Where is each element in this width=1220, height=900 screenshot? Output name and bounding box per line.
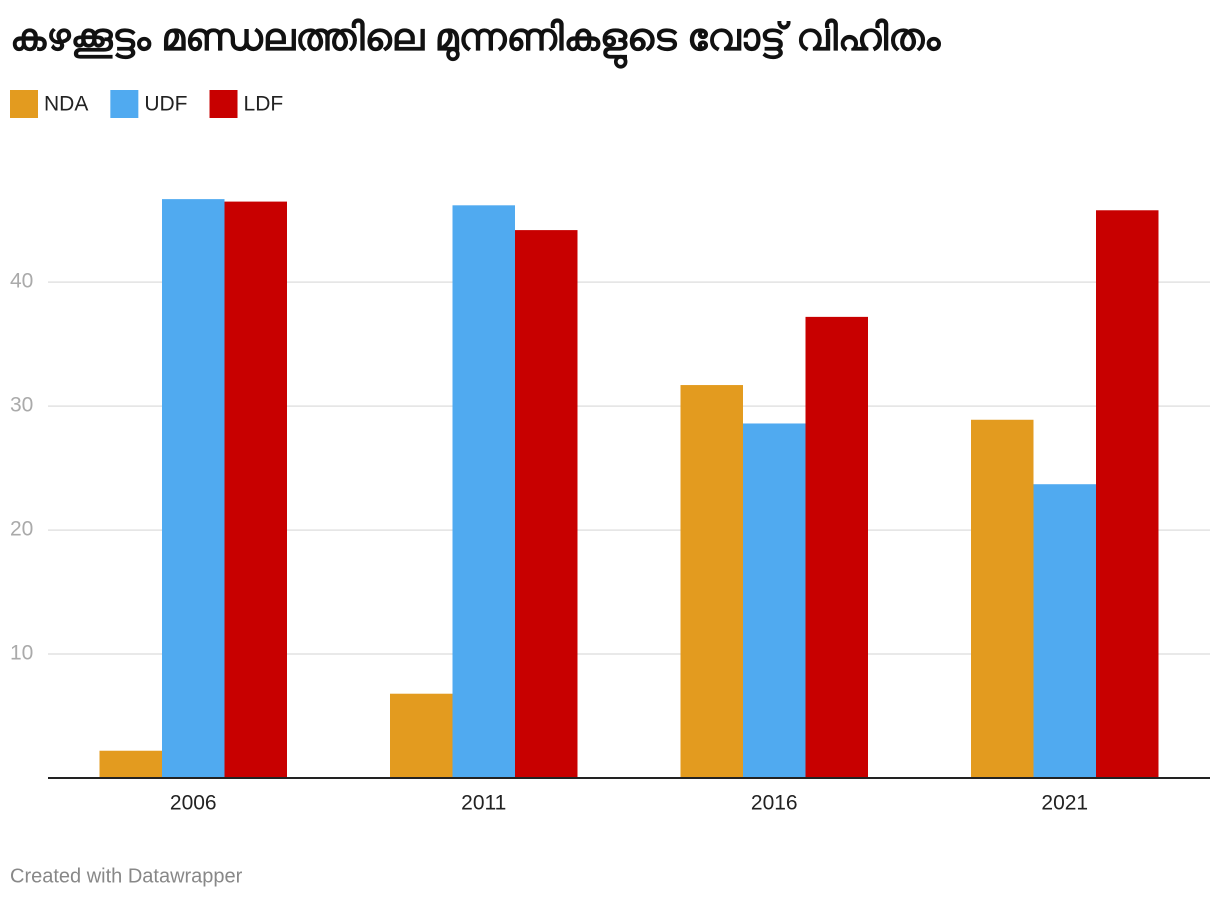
bar	[390, 693, 453, 778]
y-tick-label: 10	[10, 642, 33, 665]
y-tick-label: 40	[10, 270, 33, 293]
legend-swatch	[10, 90, 38, 118]
x-tick-label: 2016	[751, 792, 798, 815]
bar	[805, 316, 868, 778]
bar	[1096, 210, 1159, 779]
bar	[162, 199, 225, 779]
bar	[515, 230, 578, 778]
x-tick-label: 2006	[170, 792, 217, 815]
bar	[224, 201, 287, 778]
y-tick-label: 30	[10, 394, 33, 417]
legend-label: LDF	[244, 93, 284, 116]
legend-label: UDF	[144, 93, 187, 116]
legend-swatch	[209, 90, 238, 118]
bar	[99, 750, 162, 778]
x-tick-label: 2011	[461, 792, 506, 815]
bar	[743, 423, 806, 778]
bar	[680, 385, 743, 778]
legend-swatch	[110, 90, 139, 118]
chart-title: കഴക്കൂട്ടം മണ്ഡലത്തിലെ മുന്നണികളുടെ വോട്…	[10, 17, 941, 68]
credit: Created with Datawrapper	[10, 865, 243, 887]
bar	[452, 205, 515, 778]
legend-label: NDA	[44, 93, 88, 116]
bar	[971, 419, 1034, 778]
x-tick-label: 2021	[1041, 792, 1088, 815]
y-tick-label: 20	[10, 518, 33, 541]
bar	[1033, 484, 1096, 778]
